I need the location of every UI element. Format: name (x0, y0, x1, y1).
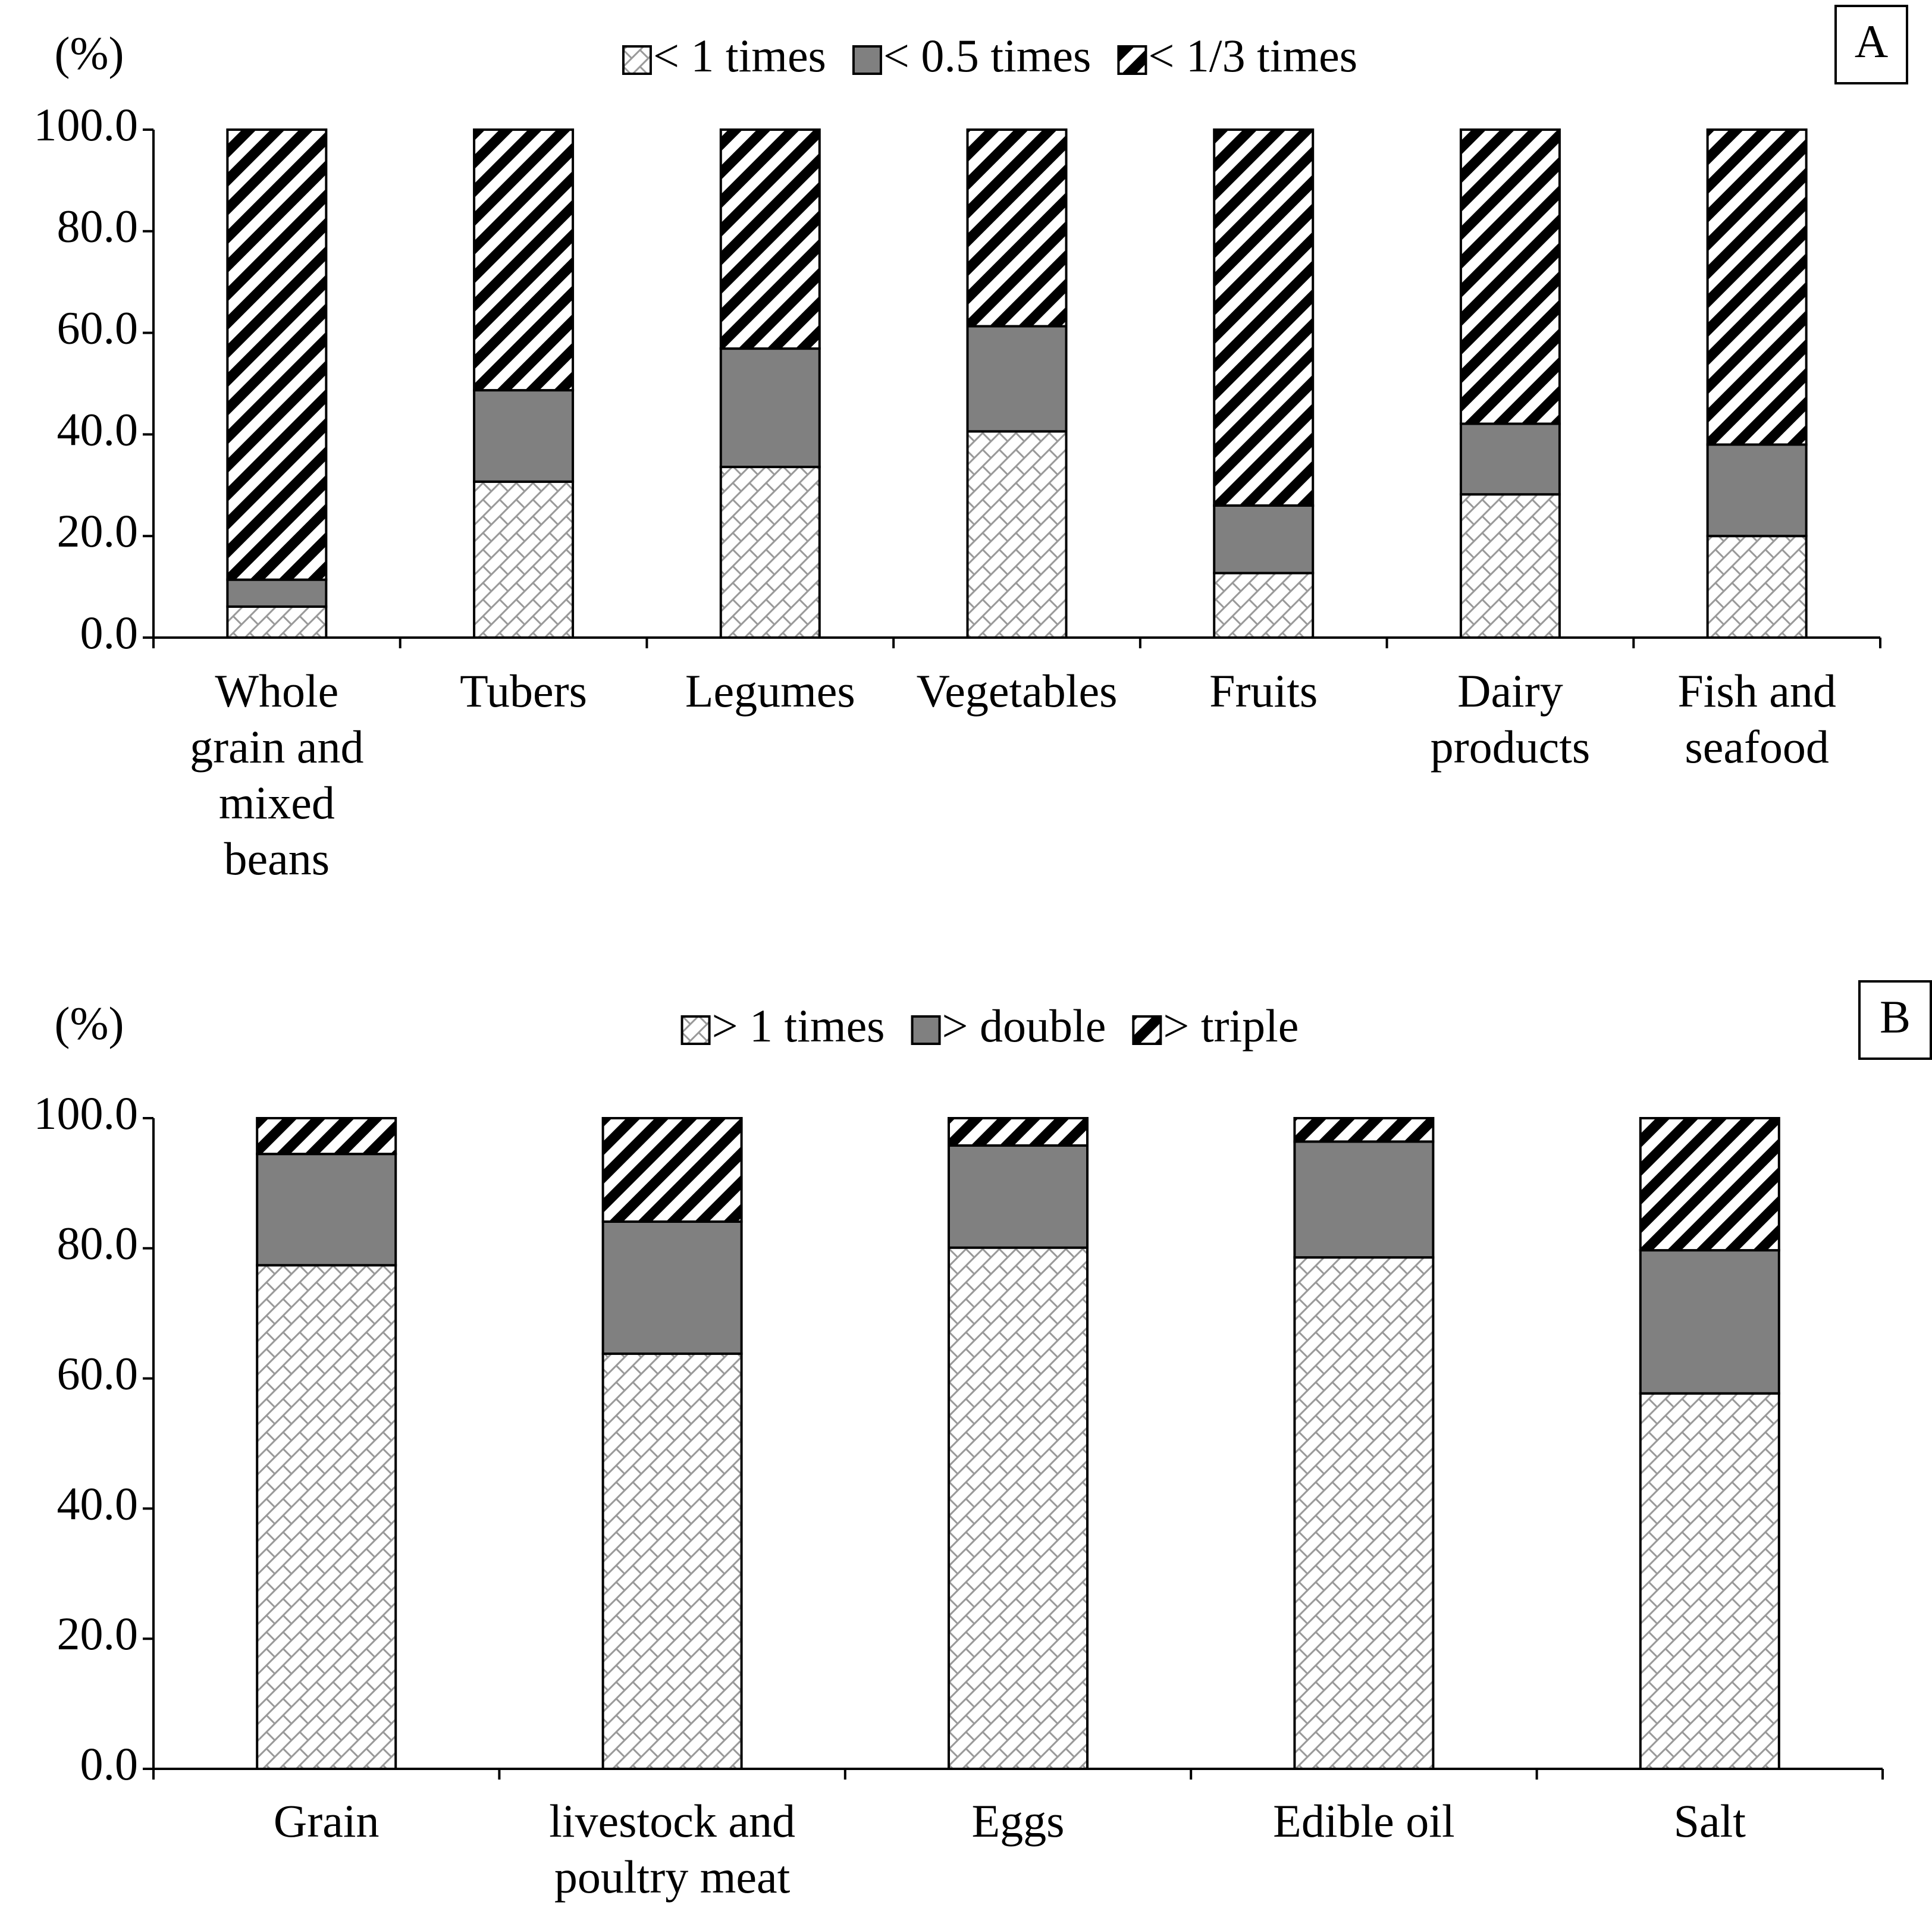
bar-segment (1706, 443, 1808, 538)
bar-segment (1213, 572, 1315, 639)
panel-box (1858, 980, 1932, 1060)
bar-segment (601, 1353, 743, 1771)
bar-segment (1459, 493, 1561, 639)
x-tick-label-line: products (1431, 721, 1591, 773)
legend-swatch (852, 45, 882, 75)
bar-segment (1639, 1392, 1780, 1770)
legend-label: > double (942, 1000, 1106, 1052)
y-tick-label: 20.0 (57, 1608, 139, 1659)
bar-segment (226, 128, 328, 581)
legend: < 1 times < 0.5 times < 1/3 times (622, 30, 1357, 81)
bar-segment (966, 128, 1068, 328)
bar-segment (1293, 1140, 1435, 1259)
x-tick-label-line: beans (224, 833, 330, 884)
y-tick-label: 20.0 (57, 505, 139, 557)
x-tick-label-line: poultry meat (554, 1851, 791, 1903)
y-tick-label: 0.0 (80, 1738, 139, 1790)
x-tick-label-line: mixed (219, 777, 335, 829)
y-tick-label: 100.0 (34, 99, 139, 150)
x-tick-label-line: grain and (190, 721, 363, 773)
x-tick-label: Whole grain and mixed beans (190, 665, 363, 884)
x-tick-label: Fruits (1209, 665, 1318, 717)
bar-segment (1706, 128, 1808, 446)
bar-segment (1639, 1117, 1780, 1252)
bar-segment (226, 578, 328, 608)
bar-segment (1459, 128, 1561, 425)
y-tick-label: 80.0 (57, 1217, 139, 1269)
y-tick-label: 60.0 (57, 1348, 139, 1399)
bar-segment (948, 1246, 1089, 1771)
bar-segment (256, 1264, 397, 1770)
legend-swatch (622, 45, 652, 75)
y-tick-label: 100.0 (34, 1087, 139, 1139)
bar-segment (473, 389, 575, 483)
x-tick-label-line: Vegetables (917, 665, 1118, 717)
x-tick-label-line: seafood (1685, 721, 1829, 773)
y-tick-label: 80.0 (57, 200, 139, 252)
x-tick-label-line: Whole (215, 665, 338, 717)
legend-label: < 1/3 times (1148, 30, 1357, 81)
y-axis-label: (%) (55, 27, 124, 79)
bar-segment (966, 325, 1068, 433)
x-tick-label-line: livestock and (549, 1795, 795, 1847)
bar-segment (1459, 422, 1561, 496)
bar-segment (601, 1220, 743, 1355)
legend-label: > 1 times (712, 1000, 885, 1052)
legend-label: < 1 times (653, 30, 826, 81)
bar-segment (719, 128, 821, 350)
bar-segment (226, 605, 328, 639)
x-tick-label: Salt (1674, 1795, 1746, 1847)
x-tick-label: Eggs (972, 1795, 1065, 1847)
panel-label: A (1855, 15, 1888, 67)
bar-segment (256, 1117, 397, 1156)
y-axis-label: (%) (55, 997, 124, 1049)
x-tick-label: Fish and seafood (1677, 665, 1836, 773)
bar-segment (966, 430, 1068, 639)
bar-segment (473, 128, 575, 392)
y-tick-label: 0.0 (80, 607, 139, 658)
bar-segment (1213, 128, 1315, 507)
panel-label: B (1880, 991, 1911, 1043)
bar-segment (1213, 504, 1315, 575)
x-tick-label: Edible oil (1273, 1795, 1454, 1847)
x-tick-label: Tubers (460, 665, 587, 717)
bar-segment (1706, 535, 1808, 639)
bar-segment (256, 1153, 397, 1267)
bar-segment (1293, 1256, 1435, 1770)
bar-segment (719, 466, 821, 639)
bar-segment (719, 347, 821, 469)
x-tick-label: Legumes (685, 665, 855, 717)
x-tick-label: Vegetables (917, 665, 1118, 717)
x-tick-label-line: Fish and (1677, 665, 1836, 717)
legend-label: > triple (1163, 1000, 1299, 1052)
legend: > 1 times > double > triple (680, 1000, 1299, 1052)
bar-segment (948, 1117, 1089, 1147)
y-tick-label: 40.0 (57, 1477, 139, 1529)
legend-swatch (680, 1015, 711, 1045)
legend-label: < 0.5 times (883, 30, 1091, 81)
legend-swatch (911, 1015, 941, 1045)
panel-box (1834, 5, 1908, 84)
x-tick-label: livestock and poultry meat (549, 1795, 795, 1903)
bar-segment (473, 480, 575, 639)
x-tick-label: Grain (274, 1795, 380, 1847)
bar-segment (601, 1117, 743, 1223)
y-tick-label: 60.0 (57, 302, 139, 354)
bar-segment (1639, 1249, 1780, 1395)
legend-swatch (1132, 1015, 1162, 1045)
bar-segment (1293, 1117, 1435, 1143)
x-tick-label: Dairy products (1431, 665, 1591, 773)
x-tick-label-line: Dairy (1457, 665, 1563, 717)
y-tick-label: 40.0 (57, 403, 139, 455)
legend-swatch (1117, 45, 1147, 75)
bar-segment (948, 1144, 1089, 1249)
